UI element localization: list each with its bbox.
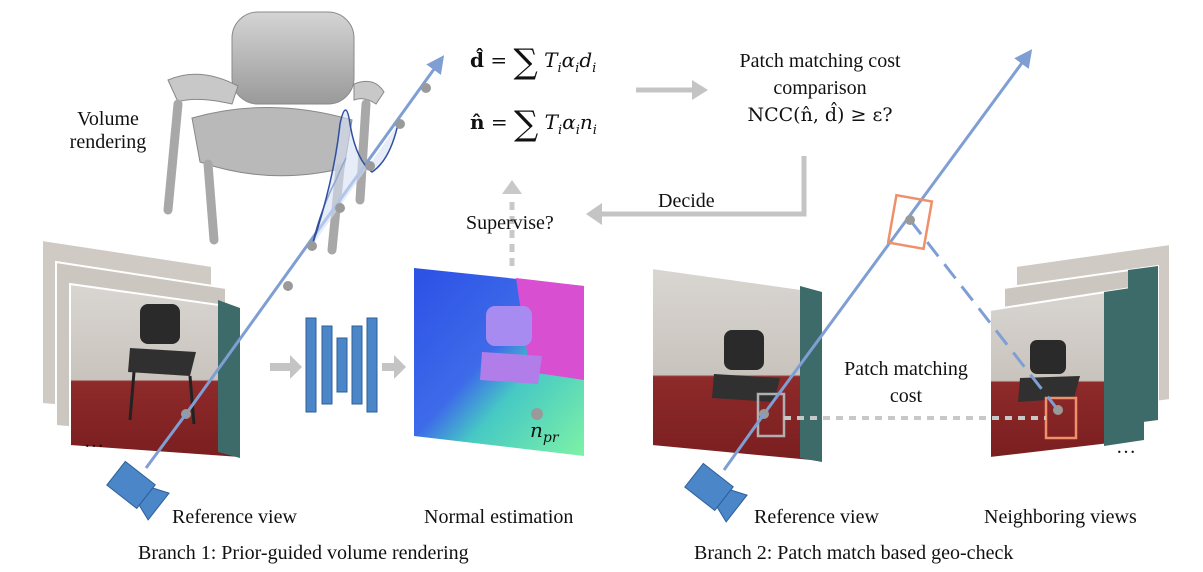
neighboring-views-label: Neighboring views (984, 506, 1137, 528)
ncc-condition: NCC(n̂, d̂) ≥ ε? (747, 104, 893, 126)
branch2-caption: Branch 2: Patch match based geo-check (694, 542, 1014, 564)
decide-label: Decide (658, 190, 715, 212)
camera-icon-left (106, 460, 170, 521)
decide-arrow (586, 156, 807, 225)
reference-patch (756, 392, 786, 438)
patch-matching-cost-label: Patch matching cost (844, 358, 968, 407)
room-chair-photo-left (128, 304, 196, 425)
surface-patch (886, 193, 934, 251)
arrow-to-comparison (636, 80, 708, 100)
reference-image-right (651, 266, 823, 464)
arrow-to-network (270, 355, 302, 379)
branch1-caption: Branch 1: Prior-guided volume rendering (138, 542, 469, 564)
sample-point (395, 119, 405, 129)
sample-point (307, 241, 317, 251)
n-pr-label: npr (530, 418, 559, 446)
normal-map (414, 268, 584, 456)
sample-point (365, 161, 375, 171)
supervise-label: Supervise? (466, 212, 554, 234)
normal-equation: n̂ = ∑ Tiαini (470, 104, 597, 144)
arrow-to-normal-map (382, 355, 406, 379)
volume-rendering-ray (181, 55, 445, 419)
geo-check-ray (759, 49, 1063, 419)
comparison-label: Patch matching cost comparison NCC(n̂, d… (700, 48, 940, 129)
neighboring-image-stack (989, 242, 1171, 460)
normal-network (305, 317, 378, 413)
volume-rendering-label: Volume rendering (69, 108, 147, 153)
sample-point (283, 281, 293, 291)
camera-icon-right (684, 462, 748, 523)
normal-sample-point (531, 408, 543, 420)
depth-equation: d̂ = ∑ Tiαidi (470, 42, 597, 82)
ellipsis-left: … (84, 430, 104, 452)
sample-point (335, 203, 345, 213)
surface-point (905, 215, 915, 225)
sample-point (421, 83, 431, 93)
reference-view-label-1: Reference view (172, 506, 297, 528)
reference-view-label-2: Reference view (754, 506, 879, 528)
normal-estimation-label: Normal estimation (424, 506, 574, 528)
ellipsis-right: … (1116, 436, 1136, 458)
